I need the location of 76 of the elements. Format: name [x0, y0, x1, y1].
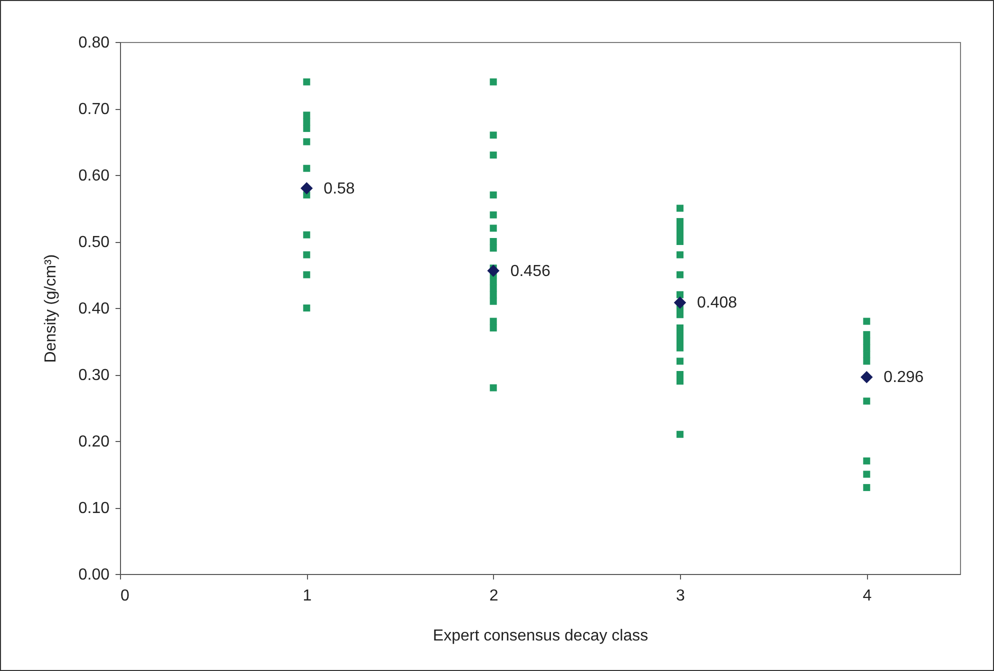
- point: [863, 484, 870, 492]
- point: [490, 238, 497, 245]
- data-label: 0.408: [697, 294, 738, 312]
- point: [676, 344, 684, 352]
- y-axis-title: Density (g/cm³): [42, 254, 60, 363]
- point: [303, 112, 310, 119]
- point: [676, 331, 684, 338]
- data-label: 0.456: [510, 262, 550, 280]
- point: [487, 264, 500, 277]
- point: [490, 298, 497, 305]
- point: [676, 231, 684, 238]
- point: [863, 351, 870, 358]
- point: [676, 371, 684, 378]
- point: [676, 218, 684, 226]
- point: [490, 191, 497, 198]
- y-tick-label: 0.30: [78, 367, 110, 384]
- point: [863, 338, 870, 345]
- point: [863, 398, 870, 405]
- point: [674, 296, 686, 309]
- point: [490, 291, 497, 298]
- y-tick-label: 0.00: [78, 566, 110, 584]
- point: [490, 78, 497, 86]
- point: [303, 164, 310, 172]
- point: [863, 358, 870, 365]
- x-tick-label: 3: [676, 588, 686, 604]
- point: [303, 118, 310, 126]
- y-tick-label: 0.20: [78, 434, 110, 450]
- point: [676, 271, 684, 278]
- y-tick-label: 0.40: [78, 300, 110, 318]
- point: [676, 338, 684, 345]
- point: [676, 291, 684, 298]
- point: [676, 238, 684, 245]
- y-tick-label: 0.80: [78, 34, 110, 52]
- point: [490, 324, 497, 332]
- point: [303, 251, 310, 258]
- point: [676, 224, 684, 232]
- point: [863, 331, 870, 338]
- point: [303, 138, 310, 146]
- point: [303, 271, 310, 278]
- point: [490, 244, 497, 252]
- x-tick-label: 2: [489, 588, 498, 604]
- x-tick-label: 0: [120, 588, 130, 604]
- point: [863, 318, 870, 325]
- point: [303, 78, 310, 86]
- data-label: 0.58: [324, 180, 355, 198]
- y-tick-label: 0.10: [78, 500, 110, 517]
- y-tick-label: 0.70: [78, 101, 110, 118]
- point: [676, 378, 684, 385]
- point: [863, 470, 870, 478]
- point: [676, 430, 684, 438]
- point: [676, 251, 684, 258]
- x-tick-label: 1: [302, 588, 312, 604]
- data-label: 0.296: [884, 369, 924, 386]
- point: [490, 318, 497, 325]
- point: [490, 384, 497, 392]
- point: [676, 324, 684, 332]
- y-tick-label: 0.60: [78, 168, 110, 184]
- point: [863, 344, 870, 352]
- point: [303, 304, 310, 312]
- point: [490, 278, 497, 285]
- y-tick-label: 0.50: [78, 234, 110, 251]
- point: [490, 284, 497, 292]
- point: [490, 211, 497, 218]
- x-axis-title: Expert consensus decay class: [432, 628, 648, 644]
- point: [490, 132, 497, 139]
- point: [303, 124, 310, 132]
- point: [676, 204, 684, 212]
- point: [490, 152, 497, 159]
- point: [303, 231, 310, 238]
- point: [860, 371, 873, 384]
- point: [863, 457, 870, 464]
- point: [676, 358, 684, 365]
- point: [490, 224, 497, 232]
- point: [676, 311, 684, 318]
- point: [300, 182, 313, 194]
- x-tick-label: 4: [862, 588, 872, 604]
